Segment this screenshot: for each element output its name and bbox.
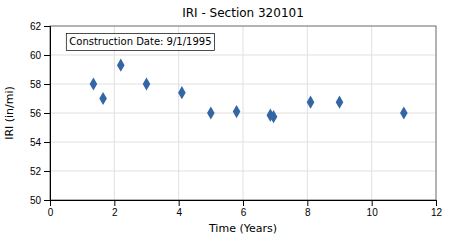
tick-label: 12: [431, 207, 443, 218]
tick: 6: [241, 200, 247, 218]
grid-line: [50, 171, 436, 172]
tick-mark: [243, 200, 244, 206]
tick-label: 2: [112, 207, 118, 218]
plot: 0 2 4 6 8 10 12 50 52 54 56 58 60 62 Construction Date…: [30, 21, 443, 218]
tick-mark: [44, 200, 50, 201]
tick-label: 50: [30, 195, 42, 206]
annotation-text: Construction Date: 9/1/1995: [69, 36, 211, 47]
annotation-box: [66, 33, 214, 50]
tick-label: 10: [367, 207, 379, 218]
tick-label: 54: [30, 137, 42, 148]
point: [270, 110, 278, 123]
tick: 62: [30, 21, 50, 32]
tick-label: 6: [241, 207, 247, 218]
tick: 8: [305, 200, 311, 218]
points: [90, 59, 408, 124]
tick-mark: [44, 84, 50, 85]
title: IRI - Section 320101: [182, 6, 304, 20]
tick-mark: [44, 113, 50, 114]
tick-label: 58: [30, 79, 42, 90]
y-axis: 50 52 54 56 58 60 62: [30, 21, 51, 206]
grid: [50, 26, 436, 200]
point: [117, 59, 125, 72]
tick: 54: [30, 137, 50, 148]
y-axis-title: IRI (in/mi): [3, 86, 16, 140]
plot-frame: [50, 26, 436, 200]
tick-mark: [44, 26, 50, 27]
tick-label: 8: [305, 207, 311, 218]
tick: 58: [30, 79, 50, 90]
tick-mark: [179, 200, 180, 206]
tick-mark: [44, 142, 50, 143]
tick-label: 4: [176, 207, 182, 218]
point: [400, 106, 408, 119]
point: [307, 96, 315, 109]
point: [99, 92, 107, 105]
tick: 10: [367, 200, 379, 218]
point: [336, 96, 344, 109]
axis-line: [51, 201, 437, 207]
grid-line: [50, 55, 436, 56]
grid-line: [50, 84, 436, 85]
axis-line: [44, 27, 51, 201]
tick-mark: [44, 171, 50, 172]
tick-mark: [372, 200, 373, 206]
tick-mark: [307, 200, 308, 206]
tick: 2: [112, 200, 118, 218]
tick-mark: [114, 200, 115, 206]
point: [207, 106, 215, 119]
tick: 52: [30, 166, 50, 177]
annotation: Construction Date: 9/1/1995: [66, 33, 214, 50]
point: [90, 77, 98, 90]
point: [143, 77, 151, 90]
x-axis-title: Time (Years): [208, 222, 277, 235]
tick: 4: [176, 200, 182, 218]
x-axis: 0 2 4 6 8 10 12: [48, 200, 443, 218]
tick-mark: [436, 200, 437, 206]
tick-label: 60: [30, 50, 42, 61]
tick-label: 62: [30, 21, 42, 32]
tick: 56: [30, 108, 50, 119]
tick: 50: [30, 195, 50, 206]
tick-label: 52: [30, 166, 42, 177]
chart: 0 2 4 6 8 10 12 50 52 54 56 58 60 62 Construction Date…: [0, 0, 450, 238]
tick-label: 56: [30, 108, 42, 119]
tick-label: 0: [48, 207, 54, 218]
tick: 0: [48, 200, 54, 218]
tick: 60: [30, 50, 50, 61]
tick: 12: [431, 200, 443, 218]
point: [178, 86, 186, 99]
tick-mark: [44, 55, 50, 56]
grid-line: [50, 113, 436, 114]
grid-line: [50, 142, 436, 143]
point: [233, 105, 241, 118]
